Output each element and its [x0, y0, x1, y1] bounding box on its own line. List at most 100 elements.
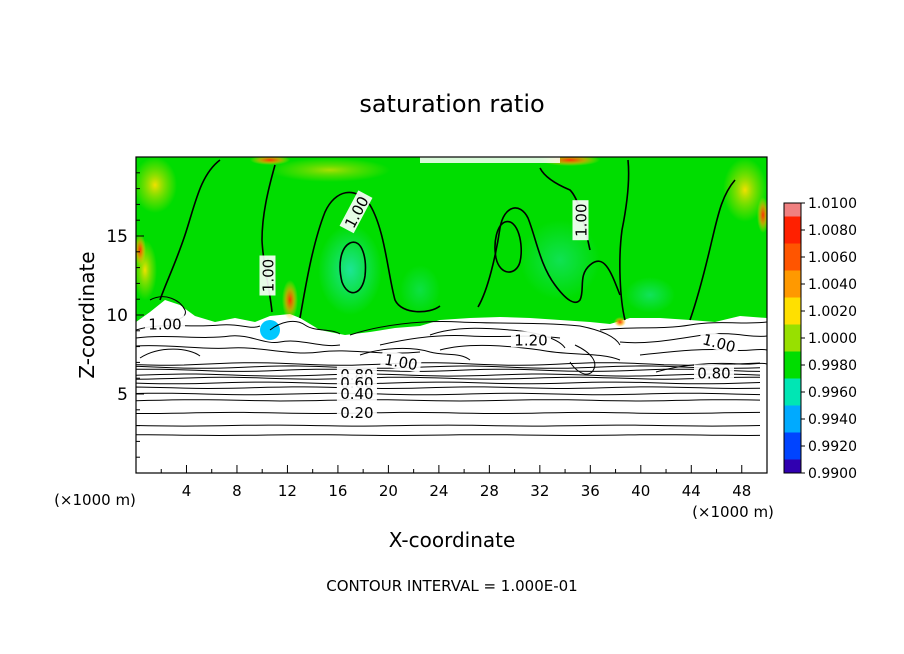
lower-contours — [136, 362, 761, 437]
saturated-field — [136, 157, 767, 335]
contour-line — [136, 368, 761, 372]
contour-label-bg — [697, 329, 741, 356]
colorbar-swatch — [784, 230, 801, 244]
y-tick-label: 5 — [117, 385, 128, 405]
contour-label: 1.00 — [380, 350, 423, 374]
contour-line — [569, 344, 596, 375]
contour-label-bg — [339, 190, 373, 234]
contour-label-bg — [694, 364, 734, 381]
contour-label-bg — [336, 385, 377, 401]
contour-line — [159, 159, 221, 301]
contour-line — [136, 386, 761, 390]
contour-line — [269, 320, 341, 335]
contour-label: 0.20 — [336, 404, 377, 422]
colorbar-swatch — [784, 351, 801, 366]
contour-label-bg — [336, 404, 377, 420]
colorbar-label: 1.0020 — [808, 304, 857, 320]
red-patch — [282, 280, 298, 320]
red-patch — [136, 234, 146, 266]
contour-line — [136, 362, 761, 366]
contour-label: 1.00 — [145, 315, 185, 334]
contour-label-text: 0.80 — [697, 365, 730, 383]
contour-line — [439, 344, 621, 361]
contour-label: 1.20 — [511, 331, 551, 349]
colorbar-swatch — [784, 216, 801, 231]
y-axis: 5 10 15 — [106, 172, 144, 458]
colorbar-label: 1.0060 — [808, 250, 857, 266]
contour-line — [136, 392, 761, 396]
colorbar-swatch — [784, 459, 801, 474]
cyan-patch — [400, 265, 440, 315]
contour-label-text: 1.00 — [260, 259, 278, 292]
contour-label-bg — [511, 331, 551, 348]
contour-line — [136, 411, 761, 414]
colorbar-swatch — [784, 203, 801, 217]
y-tick-label: 10 — [106, 306, 128, 326]
colorbar-label: 1.0100 — [808, 196, 857, 212]
colorbar-label: 1.0080 — [808, 223, 857, 239]
x-tick-label: 4 — [182, 482, 192, 500]
contour-label: 1.00 — [572, 200, 591, 241]
contour-label-bg — [380, 350, 423, 373]
y-tick-label: 15 — [106, 227, 128, 247]
contour-label-bg — [259, 255, 276, 296]
x-tick-label: 40 — [631, 482, 650, 500]
contour-line — [136, 365, 761, 369]
contour-labels: 1.001.001.001.001.201.001.000.800.800.60… — [145, 190, 741, 422]
x-tick-label: 44 — [682, 482, 701, 500]
x-tick-label: 16 — [328, 482, 347, 500]
colorbar-swatch — [784, 446, 801, 460]
colorbar-swatch — [784, 378, 801, 393]
colorbar: 1.0100 1.0080 1.0060 1.0040 1.0020 1.0000 0.99… — [783, 196, 857, 482]
x-axis: 4 8 12 16 20 24 28 32 36 40 44 48 — [160, 465, 751, 500]
contour-label: 0.80 — [694, 364, 734, 383]
yellow-patch — [136, 157, 177, 213]
colorbar-swatch — [784, 243, 801, 258]
colorbar-label: 0.9920 — [808, 439, 857, 455]
cyan-patch — [625, 277, 675, 313]
colorbar-label: 0.9940 — [808, 412, 857, 428]
colorbar-swatch — [784, 338, 801, 352]
x-tick-label: 24 — [429, 482, 448, 500]
contour-line — [359, 347, 471, 361]
x-tick-label: 28 — [480, 482, 499, 500]
x-tick-label: 20 — [379, 482, 398, 500]
contour-label-text: 0.40 — [340, 385, 373, 403]
contour-line — [339, 241, 367, 294]
x-tick-label: 48 — [732, 482, 751, 500]
yellow-patch — [270, 158, 390, 182]
x-axis-label: X-coordinate — [389, 528, 516, 552]
contour-line — [136, 373, 761, 377]
colorbar-label: 1.0040 — [808, 277, 857, 293]
red-patch — [614, 317, 626, 327]
z-unit-label: (×1000 m) — [54, 491, 136, 509]
contour-line — [136, 335, 341, 347]
contour-label-text: 1.00 — [148, 316, 181, 334]
contour-label: 0.40 — [336, 385, 377, 403]
contour-line — [494, 221, 522, 273]
contour-line — [139, 348, 201, 359]
contour-line — [136, 376, 760, 380]
colorbar-swatch — [784, 297, 801, 312]
contour-label-bg — [572, 200, 589, 241]
colorbar-swatch — [784, 324, 801, 339]
colorbar-label: 0.9980 — [808, 358, 857, 374]
contour-line — [136, 424, 761, 427]
contour-line — [619, 159, 630, 321]
x-tick-label: 12 — [278, 482, 297, 500]
colorbar-label: 0.9960 — [808, 385, 857, 401]
contour-label-text: 1.20 — [514, 331, 547, 349]
colorbar-swatch — [784, 257, 801, 271]
contour-line — [349, 321, 621, 346]
colorbar-label: 0.9900 — [808, 466, 857, 482]
contour-line — [429, 327, 566, 349]
contour-label-text: 0.20 — [340, 404, 373, 422]
contour-line — [136, 381, 761, 385]
colorbar-swatch — [784, 270, 801, 285]
colorbar-swatch — [784, 432, 801, 447]
yellow-patch — [723, 158, 767, 222]
top-band — [420, 157, 560, 163]
red-patch — [757, 197, 767, 233]
contour-line — [599, 321, 767, 331]
